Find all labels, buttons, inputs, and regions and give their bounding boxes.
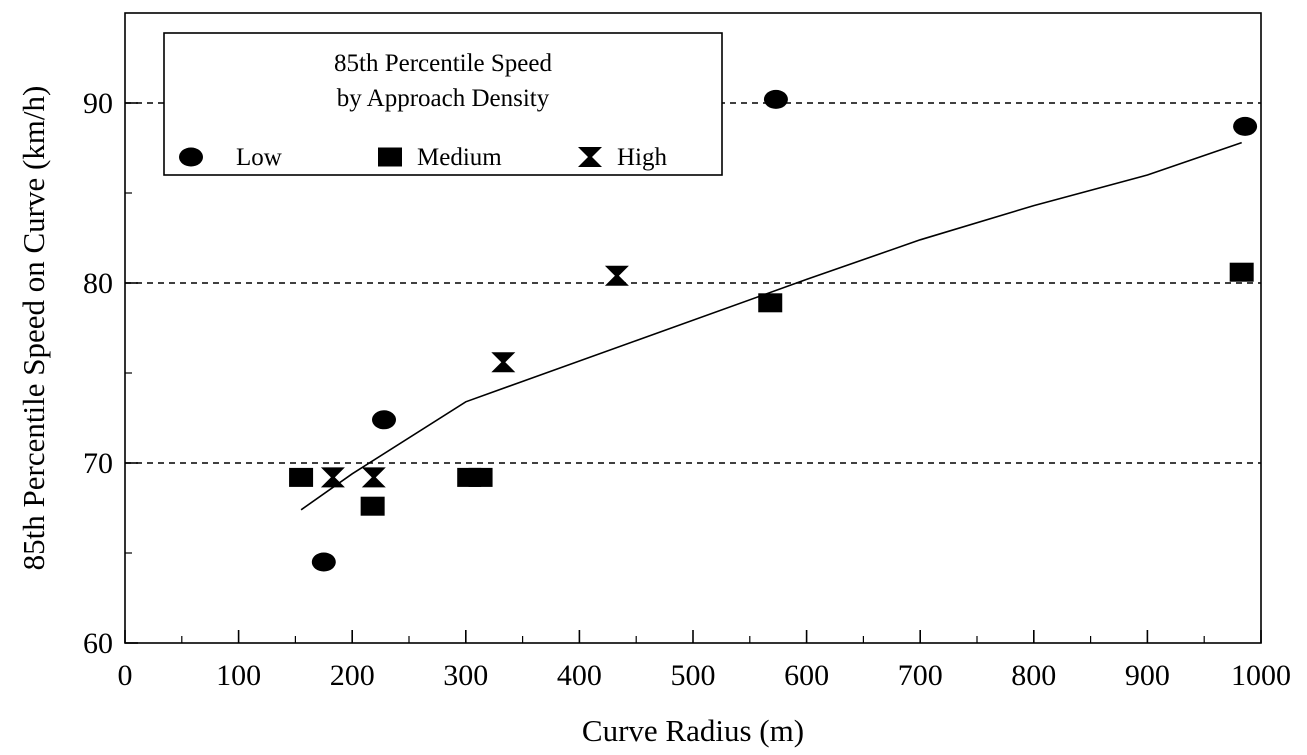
legend-box: [163, 32, 723, 176]
x-axis: 0 100 200 300 400 500 600 700 800 900 1000: [118, 630, 1291, 692]
medium-point-4: [468, 467, 493, 487]
x-tick-label-100: 100: [216, 659, 261, 692]
legend-label-high: High: [617, 144, 668, 171]
legend-title-line-1: 85th Percentile Speed: [334, 50, 552, 77]
legend-markers: [179, 147, 602, 167]
y-tick-label-60: 60: [83, 627, 113, 660]
low-point-1: [311, 552, 336, 572]
y-tick-label-90: 90: [83, 87, 113, 120]
x-tick-label-400: 400: [557, 659, 602, 692]
y-axis: 60 70 80 90: [83, 87, 138, 660]
x-tick-label-600: 600: [784, 659, 829, 692]
high-point-4: [604, 265, 629, 286]
medium-point-6: [1229, 262, 1254, 282]
legend-marker-high: [578, 147, 602, 167]
x-tick-label-700: 700: [898, 659, 943, 692]
low-point-3: [763, 89, 788, 109]
high-point-2: [361, 467, 386, 488]
legend-label-medium: Medium: [417, 144, 502, 171]
x-tick-label-300: 300: [443, 659, 488, 692]
y-axis-title: 85th Percentile Speed on Curve (km/h): [16, 86, 51, 571]
legend: 85th Percentile Speed by Approach Densit…: [163, 32, 723, 176]
legend-label-low: Low: [236, 144, 282, 171]
high-point-1: [320, 467, 345, 488]
y-tick-label-70: 70: [83, 447, 113, 480]
legend-marker-medium: [378, 147, 402, 167]
data-points: [289, 89, 1258, 572]
legend-marker-low: [179, 147, 203, 167]
x-tick-label-0: 0: [118, 659, 133, 692]
x-axis-title: Curve Radius (m): [582, 713, 804, 748]
x-tick-label-900: 900: [1125, 659, 1170, 692]
medium-point-1: [289, 467, 314, 487]
x-tick-label-1000: 1000: [1231, 659, 1291, 692]
x-tick-label-200: 200: [330, 659, 375, 692]
trend-line: [300, 141, 1242, 511]
medium-point-2: [360, 496, 385, 516]
x-tick-label-500: 500: [671, 659, 716, 692]
x-tick-label-800: 800: [1011, 659, 1056, 692]
trend-line-group: [300, 141, 1242, 511]
low-point-2: [372, 410, 397, 430]
legend-title-line-2: by Approach Density: [337, 85, 550, 112]
y-tick-label-80: 80: [83, 267, 113, 300]
low-point-4: [1233, 116, 1258, 136]
high-point-3: [491, 352, 516, 373]
medium-point-5: [758, 293, 783, 313]
